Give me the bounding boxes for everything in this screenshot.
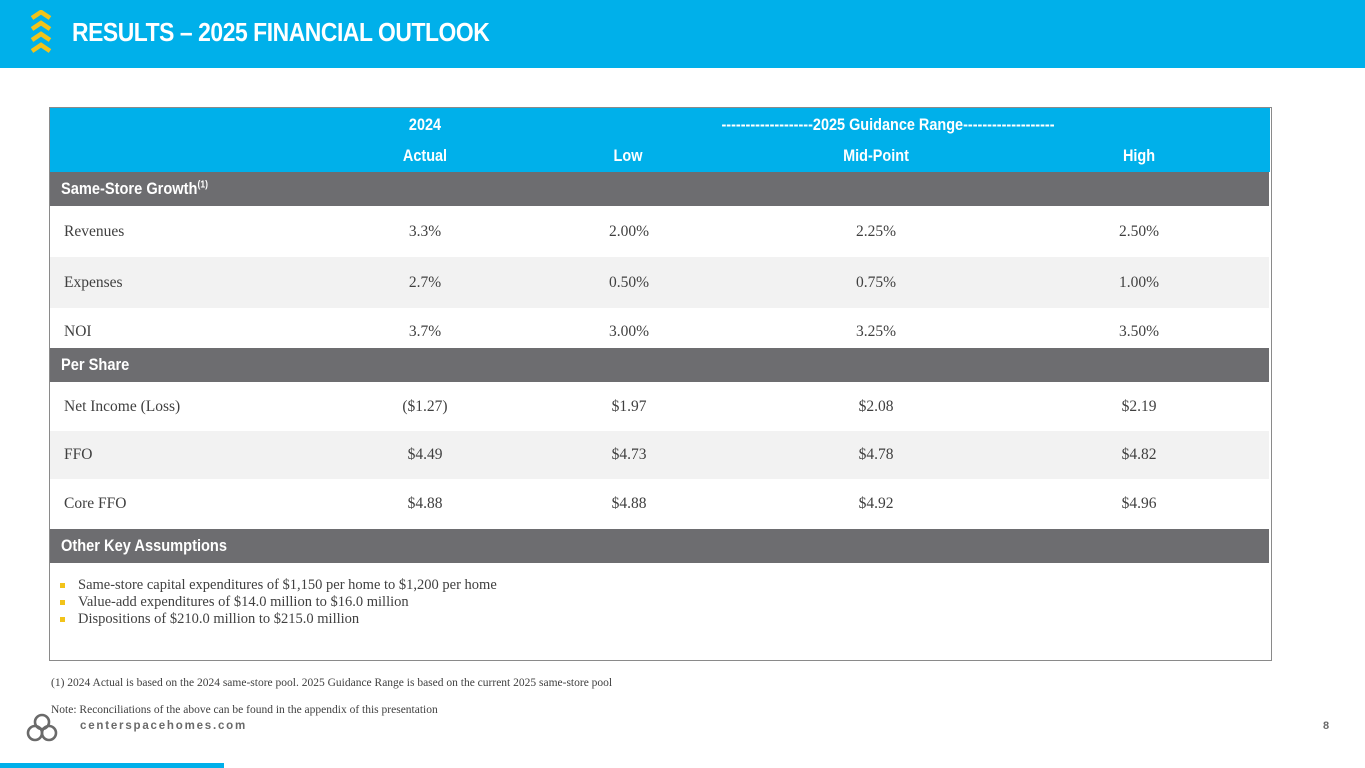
cell-midpoint: $2.08 [858, 397, 894, 415]
row-label: Expenses [64, 273, 123, 291]
cell-low: $4.88 [611, 495, 647, 512]
cell-high: $2.19 [1121, 397, 1157, 415]
outlook-table [49, 107, 1272, 661]
footer-accent-line [0, 763, 224, 768]
cell-midpoint: 0.75% [855, 273, 897, 291]
column-header-actual: Actual [402, 146, 448, 165]
table-row-noi: NOI 3.7% 3.00% 3.25% 3.50% [50, 308, 1269, 356]
column-header-low: Low [613, 146, 643, 165]
cell-high: 3.50% [1118, 323, 1160, 340]
footer-url: centerspacehomes.com [80, 720, 248, 732]
page-number: 8 [1323, 720, 1330, 732]
cell-actual: $4.49 [407, 446, 443, 463]
cell-high: $4.82 [1121, 446, 1157, 463]
list-item-text: Same-store capital expenditures of $1,15… [78, 577, 497, 593]
cell-low: 0.50% [608, 273, 650, 291]
page-title: RESULTS – 2025 FINANCIAL OUTLOOK [72, 17, 490, 47]
year-header: 2024 [408, 115, 442, 134]
square-bullet-icon [60, 617, 65, 622]
guidance-range-header: -------------------2025 Guidance Range--… [721, 115, 1055, 134]
chevron-stack-logo-icon [30, 10, 52, 53]
cell-low: 2.00% [608, 222, 650, 240]
section-same-store-growth: Same-Store Growth(1) [50, 172, 1269, 206]
table-header [50, 108, 1270, 172]
section-title: Per Share [61, 355, 130, 374]
footnote-same-store-pool: (1) 2024 Actual is based on the 2024 sam… [51, 677, 613, 689]
column-header-midpoint: Mid-Point [843, 146, 909, 165]
cell-midpoint: $4.78 [858, 446, 894, 463]
table-row-expenses: Expenses 2.7% 0.50% 0.75% 1.00% [50, 257, 1269, 308]
header-bar: RESULTS – 2025 FINANCIAL OUTLOOK [0, 0, 1365, 68]
table-row-revenues: Revenues 3.3% 2.00% 2.25% 2.50% [50, 206, 1269, 257]
cell-actual: 3.7% [408, 323, 442, 340]
list-item-text: Dispositions of $210.0 million to $215.0… [78, 611, 360, 627]
cell-actual: 2.7% [408, 273, 442, 291]
cell-low: $4.73 [611, 446, 647, 463]
cell-actual: $4.88 [407, 495, 443, 512]
row-label: Core FFO [64, 495, 127, 512]
section-title: Same-Store Growth(1) [61, 179, 208, 199]
row-label: Net Income (Loss) [64, 397, 181, 415]
table-row-ffo: FFO $4.49 $4.73 $4.78 $4.82 [50, 431, 1269, 479]
assumptions-list: Same-store capital expenditures of $1,15… [60, 577, 497, 628]
table-row-net-income: Net Income (Loss) ($1.27) $1.97 $2.08 $2… [50, 382, 1269, 431]
list-item-text: Value-add expenditures of $14.0 million … [78, 594, 409, 610]
list-item: Same-store capital expenditures of $1,15… [60, 577, 497, 594]
cell-midpoint: 2.25% [855, 222, 897, 240]
section-title: Other Key Assumptions [61, 536, 228, 555]
cell-high: 1.00% [1118, 273, 1160, 291]
cell-low: 3.00% [608, 323, 650, 340]
cell-actual: 3.3% [408, 222, 442, 240]
row-label: NOI [64, 323, 92, 340]
section-per-share: Per Share [50, 348, 1269, 382]
list-item: Value-add expenditures of $14.0 million … [60, 594, 497, 611]
cell-high: 2.50% [1118, 222, 1160, 240]
square-bullet-icon [60, 600, 65, 605]
list-item: Dispositions of $210.0 million to $215.0… [60, 611, 497, 628]
centerspace-knot-logo-icon [26, 713, 58, 742]
cell-low: $1.97 [611, 397, 647, 415]
column-header-high: High [1122, 146, 1156, 165]
cell-high: $4.96 [1121, 495, 1157, 512]
section-title-text: Same-Store Growth [61, 179, 198, 198]
square-bullet-icon [60, 583, 65, 588]
cell-midpoint: $4.92 [858, 495, 894, 512]
row-label: FFO [64, 446, 93, 463]
section-other-key-assumptions: Other Key Assumptions [50, 529, 1269, 563]
cell-midpoint: 3.25% [855, 323, 897, 340]
table-row-core-ffo: Core FFO $4.88 $4.88 $4.92 $4.96 [50, 479, 1269, 529]
footnote-reconciliations: Note: Reconciliations of the above can b… [51, 704, 438, 716]
row-label: Revenues [64, 222, 125, 240]
cell-actual: ($1.27) [402, 397, 448, 415]
footnote-mark: (1) [197, 179, 209, 191]
